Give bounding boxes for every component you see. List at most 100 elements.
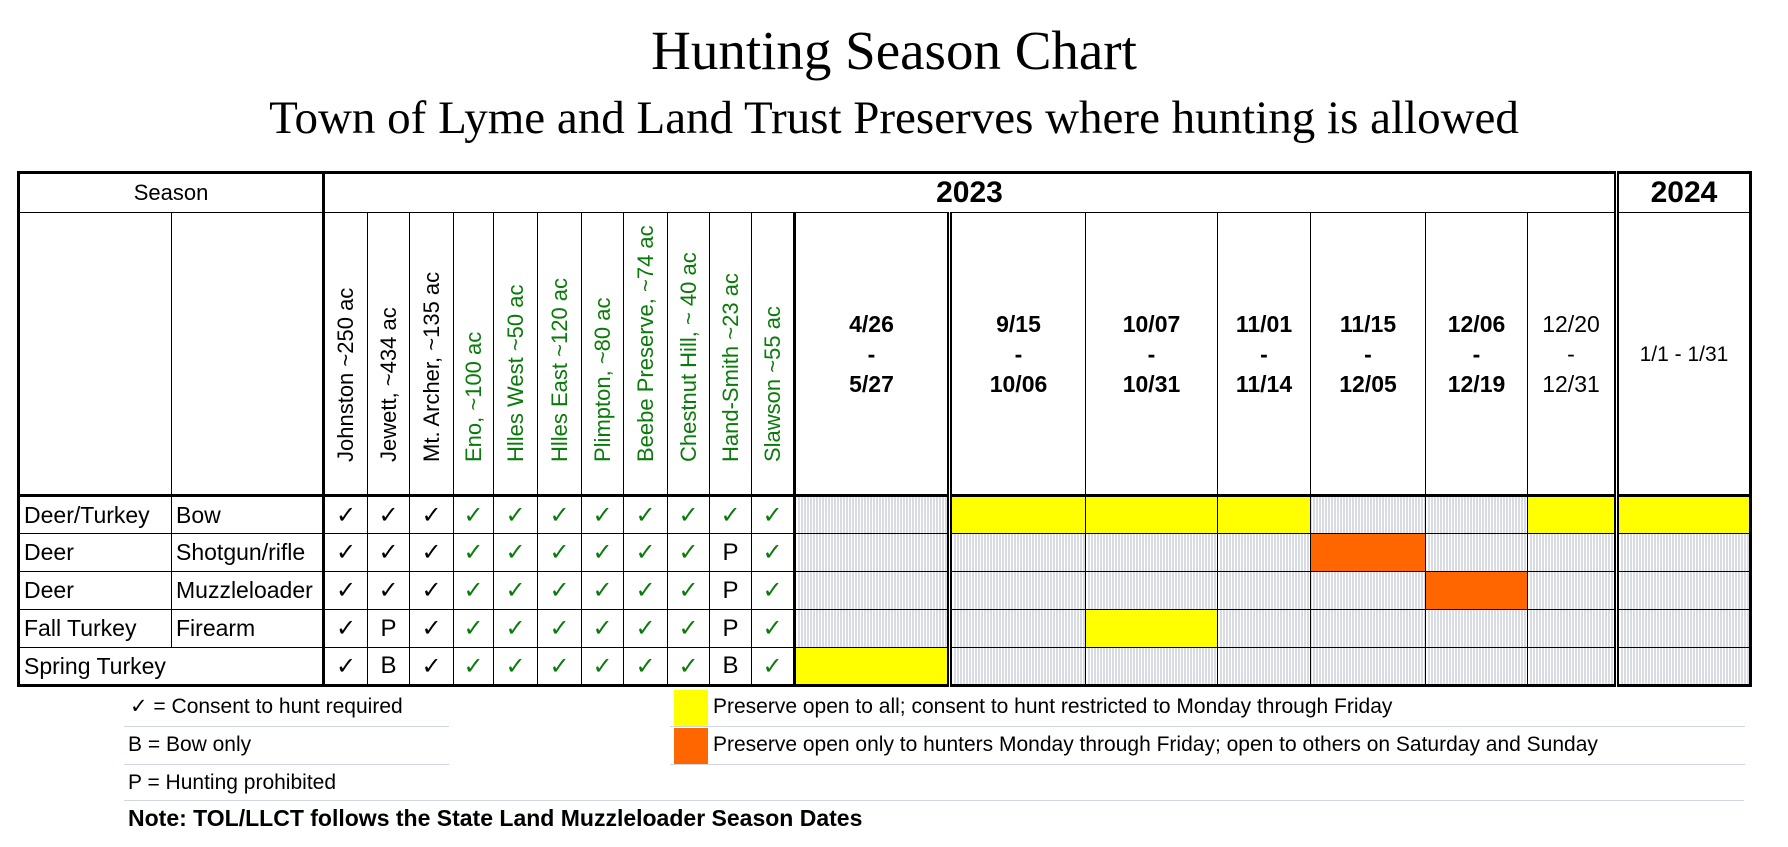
period-status-closed — [1085, 571, 1218, 610]
permission-mark: ✓ — [581, 571, 624, 610]
period-status-orange — [1425, 571, 1528, 610]
period-status-closed — [947, 647, 1086, 687]
permission-mark: ✓ — [367, 533, 410, 572]
permission-mark: ✓ — [367, 494, 410, 534]
period-end: 5/27 — [849, 370, 894, 397]
permission-mark: ✓ — [751, 647, 795, 687]
period-status-yellow — [1217, 494, 1311, 534]
permission-mark: ✓ — [409, 494, 454, 534]
permission-mark: ✓ — [751, 609, 795, 648]
preserve-header: Hlles East ~120 ac — [537, 212, 582, 496]
permission-mark: ✓ — [667, 533, 710, 572]
legend-divider — [124, 800, 1744, 801]
season-table: Season 2023 2024 Johnston ~250 ac Jewett, ~4… — [17, 171, 1752, 687]
preserve-header: Chestnut Hill, ~ 40 ac — [667, 212, 710, 496]
period-status-closed — [1527, 647, 1617, 687]
permission-mark: ✓ — [623, 647, 668, 687]
permission-mark: P — [709, 533, 752, 572]
period-status-closed — [1310, 494, 1426, 534]
game-label: Fall Turkey — [17, 609, 172, 648]
period-status-yellow — [1614, 494, 1752, 534]
period-sep: - — [1147, 340, 1156, 367]
period-header: 10/07 - 10/31 — [1085, 212, 1218, 496]
preserve-header: Mt. Archer, ~135 ac — [409, 212, 454, 496]
permission-mark: ✓ — [709, 494, 752, 534]
permission-mark: ✓ — [409, 571, 454, 610]
period-status-closed — [947, 609, 1086, 648]
preserve-header: Plimpton, ~80 ac — [581, 212, 624, 496]
weapon-label: Firearm — [171, 609, 324, 648]
game-header-blank — [17, 212, 172, 496]
permission-mark: ✓ — [537, 494, 582, 534]
permission-mark: ✓ — [409, 647, 454, 687]
permission-mark: B — [709, 647, 752, 687]
permission-mark: ✓ — [453, 647, 494, 687]
weapon-header-blank — [171, 212, 324, 496]
preserve-header: Hlles West ~50 ac — [493, 212, 538, 496]
period-start: 12/06 — [1447, 310, 1506, 337]
period-sep: - — [1472, 340, 1481, 367]
period-status-closed — [1614, 609, 1752, 648]
period-status-closed — [1310, 647, 1426, 687]
legend-orange-text: Preserve open only to hunters Monday thr… — [713, 733, 1598, 756]
preserve-header: Slawson ~55 ac — [751, 212, 795, 496]
period-end: 10/31 — [1122, 370, 1181, 397]
period-end: 12/31 — [1542, 370, 1600, 397]
period-start: 9/15 — [996, 310, 1041, 337]
period-status-closed — [947, 533, 1086, 572]
permission-mark: ✓ — [537, 647, 582, 687]
period-end: 11/14 — [1235, 370, 1293, 397]
period-start: 12/20 — [1542, 310, 1600, 337]
period-sep: - — [1014, 340, 1023, 367]
period-status-closed — [1425, 647, 1528, 687]
permission-mark: ✓ — [453, 609, 494, 648]
permission-mark: ✓ — [667, 647, 710, 687]
period-status-closed — [1217, 571, 1311, 610]
period-start: 11/01 — [1235, 310, 1293, 337]
preserve-name: Chestnut Hill, ~ 40 ac — [675, 252, 701, 462]
legend-divider — [670, 764, 1745, 765]
period-status-closed — [1217, 533, 1311, 572]
weapon-label: Bow — [171, 494, 324, 534]
period-status-closed — [947, 571, 1086, 610]
preserve-name: Plimpton, ~80 ac — [589, 297, 615, 462]
season-header: Season — [17, 171, 324, 213]
season-row: Deer/Turkey Bow ✓ ✓ ✓ ✓ ✓ ✓ ✓ ✓ ✓ ✓ ✓ — [17, 494, 1752, 534]
legend-bow-only: B = Bow only — [128, 733, 252, 756]
legend-divider — [124, 726, 449, 727]
period-status-yellow — [1085, 609, 1218, 648]
period-header: 1/1 - 1/31 — [1614, 212, 1752, 496]
permission-mark: ✓ — [493, 571, 538, 610]
period-range: 1/1 - 1/31 — [1639, 342, 1729, 366]
permission-mark: ✓ — [581, 533, 624, 572]
legend-divider — [124, 764, 449, 765]
permission-mark: ✓ — [409, 609, 454, 648]
permission-mark: ✓ — [623, 533, 668, 572]
permission-mark: ✓ — [493, 533, 538, 572]
permission-mark: P — [709, 571, 752, 610]
period-status-closed — [793, 571, 950, 610]
legend-divider — [670, 726, 1745, 727]
period-status-closed — [1527, 571, 1617, 610]
permission-mark: B — [367, 647, 410, 687]
season-grid: Season 2023 2024 Johnston ~250 ac Jewett, ~4… — [17, 171, 1752, 687]
period-header: 9/15 - 10/06 — [947, 212, 1086, 496]
preserve-name: Hlles East ~120 ac — [546, 277, 572, 462]
period-header: 11/01 - 11/14 — [1217, 212, 1311, 496]
preserve-header: Beebe Preserve, ~74 ac — [623, 212, 668, 496]
period-status-closed — [1614, 571, 1752, 610]
permission-mark: ✓ — [493, 647, 538, 687]
permission-mark: ✓ — [322, 647, 368, 687]
permission-mark: ✓ — [751, 533, 795, 572]
permission-mark: ✓ — [537, 609, 582, 648]
permission-mark: ✓ — [537, 571, 582, 610]
year-2023-header: 2023 — [322, 171, 1617, 213]
period-status-closed — [1310, 609, 1426, 648]
period-status-closed — [1217, 609, 1311, 648]
period-start: 4/26 — [849, 310, 894, 337]
legend-yellow-text: Preserve open to all; consent to hunt re… — [713, 695, 1393, 718]
preserve-name: Hand-Smith ~23 ac — [717, 273, 743, 462]
legend-check: ✓ = Consent to hunt required — [130, 695, 403, 718]
permission-mark: ✓ — [623, 571, 668, 610]
period-sep: - — [1260, 340, 1268, 367]
